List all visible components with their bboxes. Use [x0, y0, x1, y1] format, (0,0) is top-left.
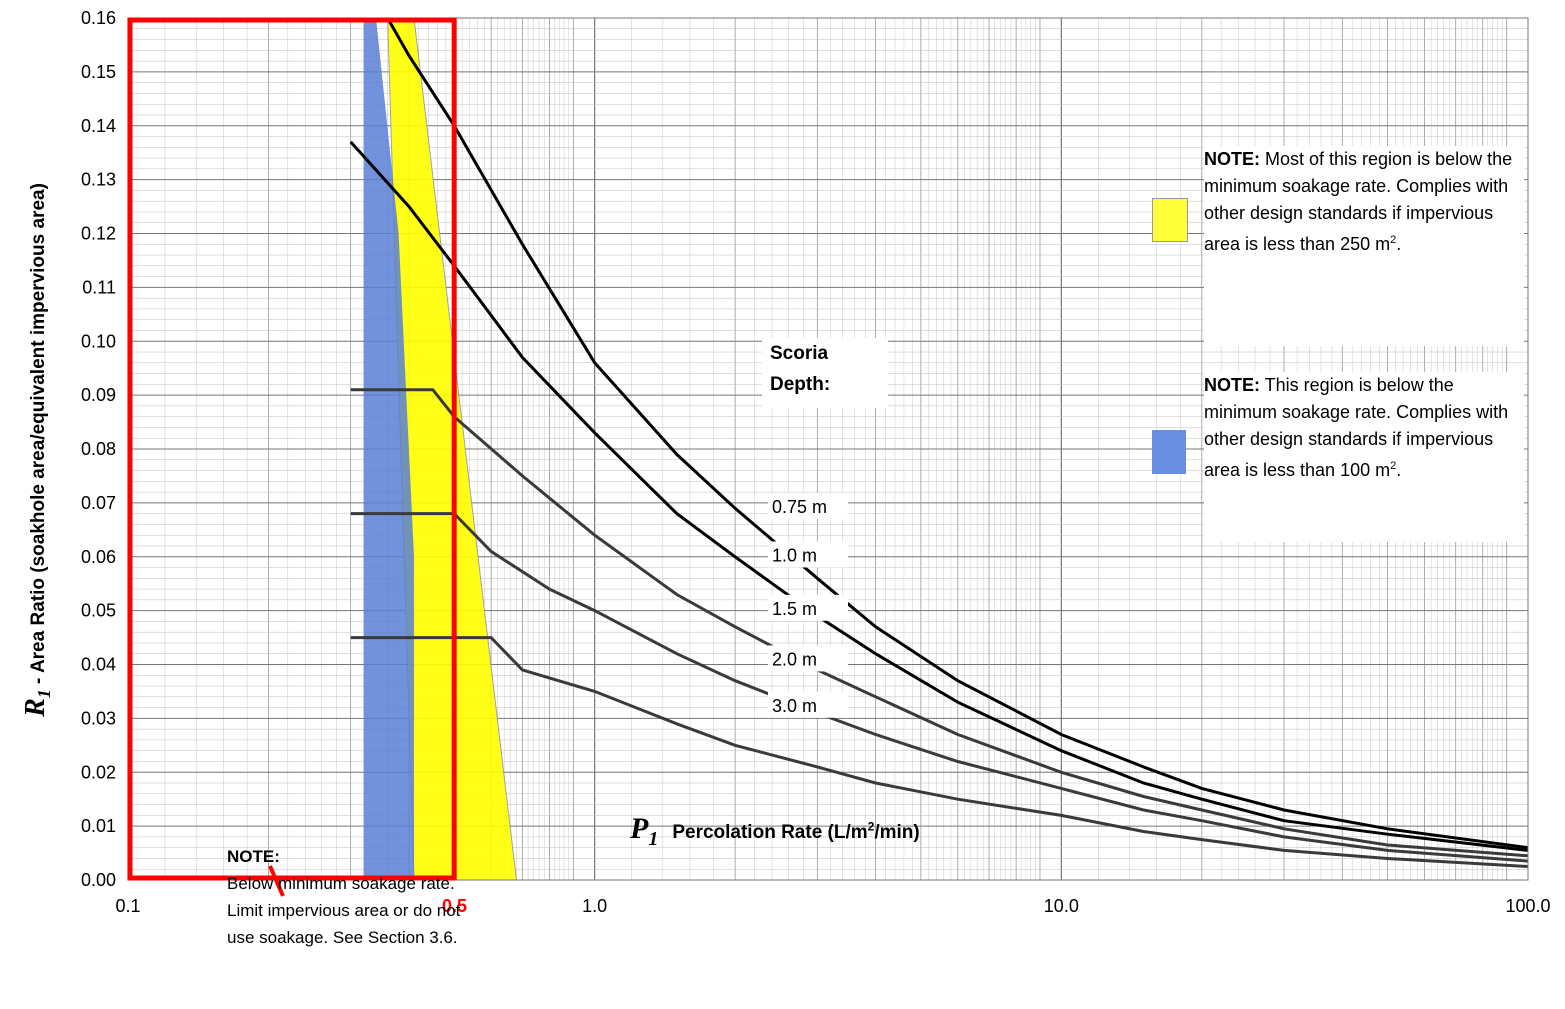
- y-tick-label: 0.02: [81, 762, 116, 782]
- series-line-1-5-m: [350, 388, 1528, 858]
- y-tick-label: 0.15: [81, 62, 116, 82]
- yellow-note-end: .: [1396, 234, 1402, 254]
- axis-ticks: 0.00 0.01 0.02 0.03 0.04 0.05 0.06 0.07 0.08 0.09…: [81, 8, 1551, 916]
- depth-label: 3.0 m: [772, 696, 817, 716]
- depth-label: 0.75 m: [772, 497, 827, 517]
- y-tick-label: 0.05: [81, 601, 116, 621]
- y-axis-symbol: R: [20, 698, 51, 718]
- y-tick-label: 0.12: [81, 224, 116, 244]
- x-axis-symbol: P: [630, 812, 649, 845]
- y-tick-label: 0.14: [81, 116, 116, 136]
- low-note-line-3: use soakage. See Section 3.6.: [227, 928, 458, 947]
- x-tick-label: 100.0: [1505, 896, 1550, 916]
- y-axis-symbol-sub: 1: [34, 689, 54, 698]
- depth-label-bg: [768, 541, 848, 568]
- yellow-note-bold: NOTE:: [1204, 149, 1260, 169]
- depth-labels: 0.75 m 1.0 m 1.5 m 2.0 m 3.0 m: [768, 492, 848, 718]
- y-tick-label: 0.00: [81, 870, 116, 890]
- series-lines: [349, 18, 1528, 868]
- y-tick-label: 0.03: [81, 708, 116, 728]
- x-axis-text-tail: /min): [874, 822, 920, 843]
- blue-region: [350, 18, 414, 880]
- low-note-line-1: Below minimum soakage rate.: [227, 874, 455, 893]
- blue-note-text: This region is below the minimum soakage…: [1204, 375, 1509, 480]
- yellow-note-text: Most of this region is below the minimum…: [1204, 149, 1513, 254]
- y-axis-text: - Area Ratio (soakhole area/equivalent i…: [28, 183, 49, 689]
- x-tick-label: 1.0: [582, 896, 607, 916]
- blue-note-bold: NOTE:: [1204, 375, 1260, 395]
- x-axis-text-main: Percolation Rate (L/m: [672, 822, 868, 843]
- x-axis-symbol-sub: 1: [648, 828, 659, 850]
- blue-region-swatch: [1152, 430, 1186, 474]
- series-line-2-0-m: [350, 512, 1528, 863]
- scoria-header-line1: Scoria: [770, 343, 829, 364]
- x-axis-text-sup: 2: [867, 819, 875, 834]
- x-tick-label: 0.1: [115, 896, 140, 916]
- y-tick-label: 0.11: [82, 277, 116, 297]
- red-threshold-label: 0.5: [442, 896, 468, 916]
- yellow-region-swatch: [1152, 198, 1188, 242]
- y-tick-label: 0.07: [81, 493, 116, 513]
- series-line-3-0-m: [350, 636, 1528, 868]
- red-pointer-line: [268, 865, 285, 897]
- y-tick-label: 0.09: [81, 385, 116, 405]
- depth-label: 1.5 m: [772, 599, 817, 619]
- y-tick-label: 0.16: [81, 8, 116, 28]
- y-tick-label: 0.01: [81, 816, 116, 836]
- y-axis-label: R1 - Area Ratio (soakhole area/equivalen…: [20, 183, 54, 718]
- yellow-note-sup: 2: [1390, 234, 1397, 246]
- yellow-region-note: NOTE: Most of this region is below the m…: [1204, 146, 1524, 346]
- blue-region-note: NOTE: This region is below the minimum s…: [1204, 372, 1524, 542]
- y-tick-label: 0.06: [81, 547, 116, 567]
- series-line-1-0-m: [349, 140, 1528, 852]
- low-note-bold: NOTE:: [227, 847, 280, 866]
- red-box: [127, 17, 457, 897]
- scoria-depth-header: Scoria Depth:: [762, 338, 888, 408]
- red-low-rate-box: [127, 17, 457, 881]
- y-tick-label: 0.10: [81, 331, 116, 351]
- depth-label: 1.0 m: [772, 545, 817, 565]
- depth-label-bg: [768, 594, 848, 621]
- x-axis-label: P1 Percolation Rate (L/m2/min): [630, 812, 920, 851]
- blue-note-end: .: [1396, 460, 1402, 480]
- depth-label-bg: [768, 691, 848, 718]
- x-axis-text: Percolation Rate (L/m2/min): [672, 819, 920, 843]
- blue-note-sup: 2: [1390, 460, 1397, 472]
- low-rate-note: NOTE: Below minimum soakage rate. Limit …: [227, 843, 460, 951]
- x-tick-label: 10.0: [1044, 896, 1079, 916]
- y-tick-label: 0.08: [81, 439, 116, 459]
- low-note-line-2: Limit impervious area or do not: [227, 901, 461, 920]
- depth-label: 2.0 m: [772, 649, 817, 669]
- y-tick-label: 0.04: [81, 655, 116, 675]
- scoria-header-line2: Depth:: [770, 374, 831, 395]
- depth-label-bg: [768, 645, 848, 672]
- y-tick-label: 0.13: [81, 170, 116, 190]
- depth-label-bg: [768, 492, 848, 519]
